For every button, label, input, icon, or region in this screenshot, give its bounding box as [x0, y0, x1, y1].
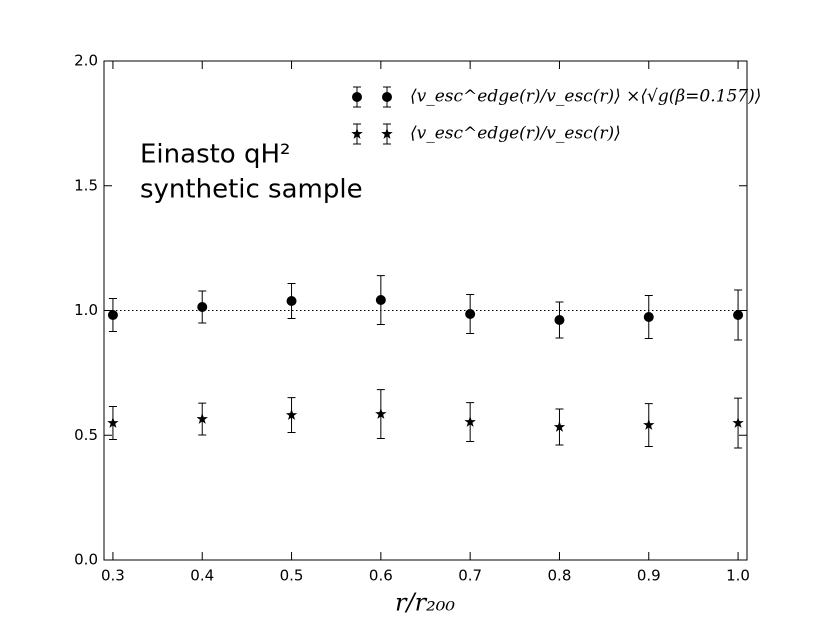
data-point	[733, 309, 744, 320]
x-tick-label: 0.3	[101, 567, 125, 585]
data-point	[375, 295, 386, 306]
x-tick-label: 0.6	[369, 567, 393, 585]
data-point	[375, 408, 387, 419]
y-tick-label: 0.0	[74, 551, 98, 569]
data-point	[286, 296, 297, 307]
data-point	[464, 416, 476, 427]
legend-marker	[352, 92, 362, 102]
x-tick-label: 0.9	[637, 567, 661, 585]
legend-label: ⟨v_esc^edge(r)/v_esc(r)⟩ ×⟨√g(β=0.157)⟩	[410, 87, 761, 107]
data-point	[107, 309, 118, 320]
data-point	[732, 417, 744, 428]
x-tick-label: 1.0	[726, 567, 750, 585]
legend-marker	[351, 128, 363, 139]
legend-marker	[382, 92, 392, 102]
y-tick-label: 2.0	[74, 52, 98, 70]
x-axis-label: r/r₂₀₀	[395, 589, 455, 617]
x-tick-label: 0.5	[280, 567, 304, 585]
y-tick-label: 0.5	[74, 426, 98, 444]
data-point	[465, 308, 476, 319]
data-point	[107, 417, 119, 428]
x-tick-label: 0.8	[548, 567, 572, 585]
data-point	[643, 311, 654, 322]
data-point	[554, 314, 565, 325]
y-tick-label: 1.5	[74, 176, 98, 194]
annotation: Einasto qH²	[140, 140, 290, 170]
data-point	[197, 302, 208, 313]
x-tick-label: 0.7	[458, 567, 482, 585]
legend-label: ⟨v_esc^edge(r)/v_esc(r)⟩	[410, 124, 621, 144]
data-point	[553, 421, 566, 432]
data-point	[196, 413, 208, 424]
annotation: synthetic sample	[140, 175, 363, 205]
y-tick-label: 1.0	[74, 301, 98, 319]
data-point	[643, 419, 655, 430]
x-tick-label: 0.4	[190, 567, 214, 585]
legend-marker	[381, 128, 393, 139]
data-point	[285, 409, 298, 420]
